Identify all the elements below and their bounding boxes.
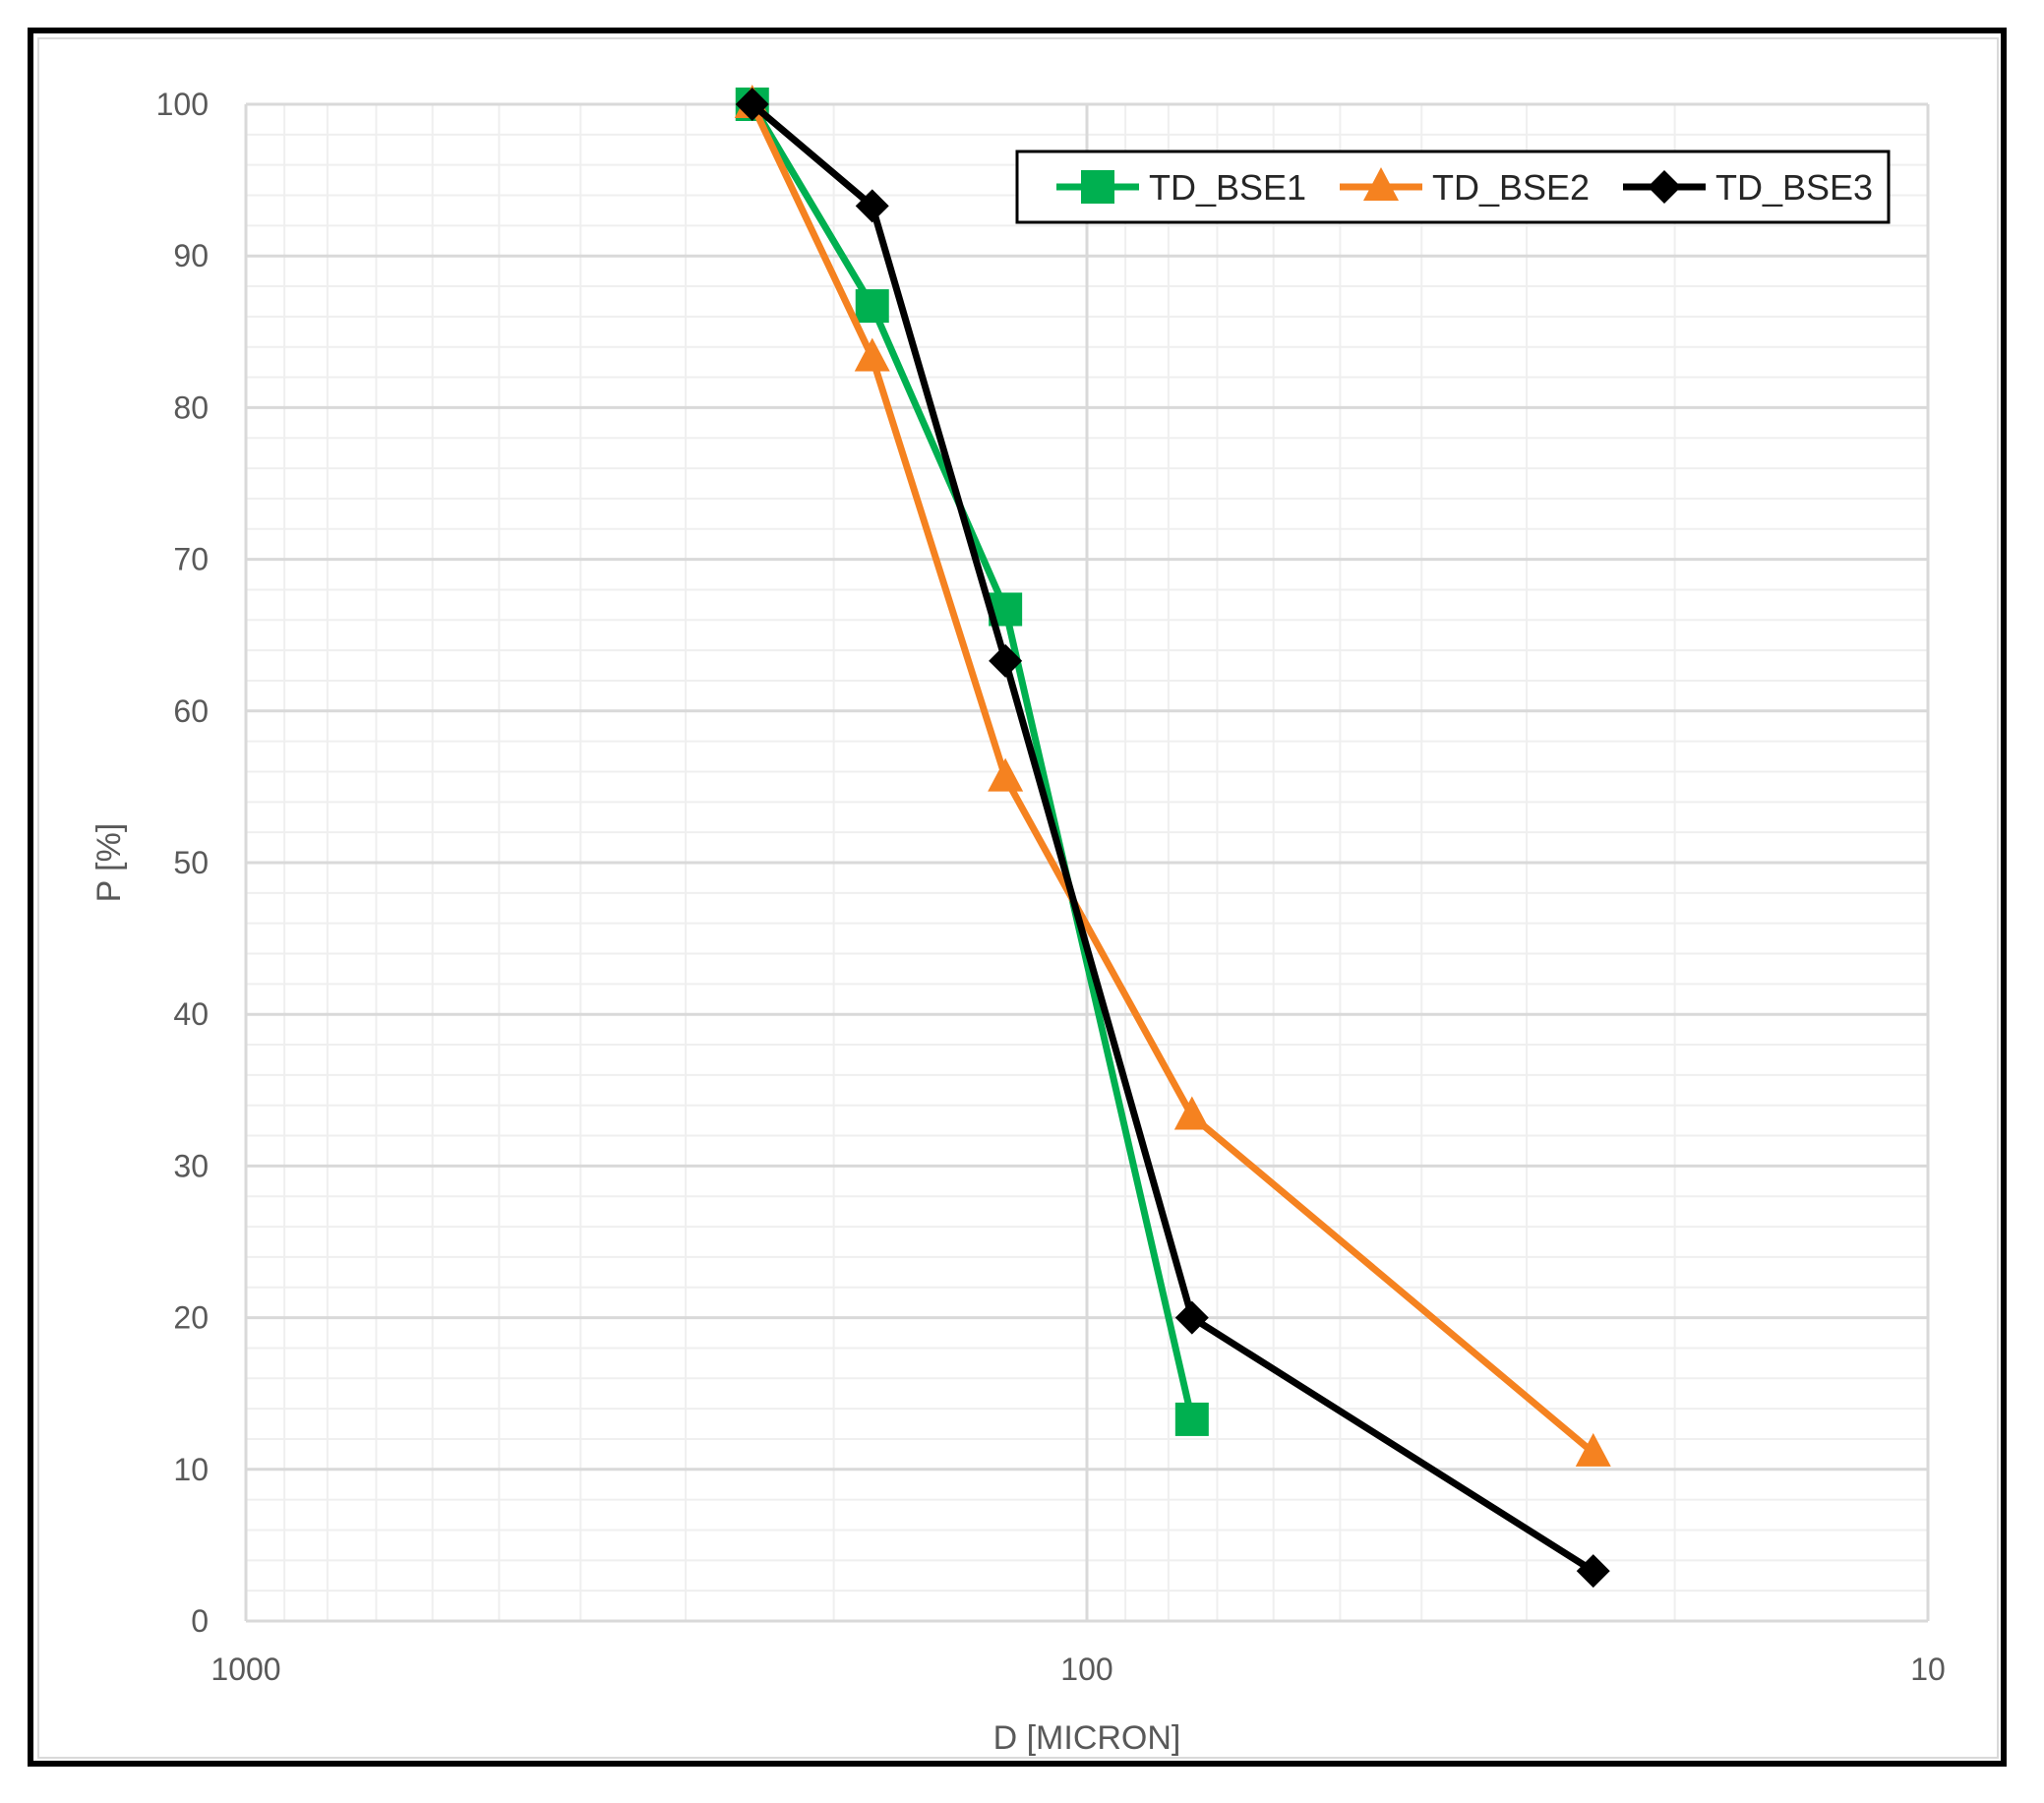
- y-tick-label: 40: [173, 996, 209, 1032]
- legend: TD_BSE1 TD_BSE2 TD_BSE3: [1015, 150, 1891, 224]
- legend-marker: [1648, 170, 1681, 204]
- y-tick-label: 30: [173, 1148, 209, 1183]
- data-point: [854, 337, 890, 372]
- chart-area-border: [37, 37, 1999, 1759]
- data-point: [1174, 1402, 1209, 1436]
- data-point: [735, 88, 769, 121]
- legend-marker: [1081, 170, 1114, 204]
- y-tick-label: 100: [156, 87, 209, 122]
- data-point: [1576, 1554, 1610, 1589]
- y-tick-label: 10: [173, 1452, 209, 1487]
- data-point: [988, 757, 1024, 792]
- legend-label: TD_BSE1: [1149, 167, 1306, 208]
- data-series: [734, 85, 1611, 1589]
- data-point: [1575, 1432, 1611, 1467]
- x-axis-title: D [MICRON]: [993, 1719, 1181, 1757]
- data-point: [855, 289, 889, 324]
- data-point: [855, 189, 889, 223]
- legend-label: TD_BSE2: [1432, 167, 1590, 208]
- y-axis-tick-labels: 0 10 20 30 40 50 60 70 80 90 100: [156, 87, 209, 1639]
- series-td-bse3: [735, 88, 1610, 1589]
- y-tick-label: 0: [191, 1603, 209, 1639]
- legend-label: TD_BSE3: [1715, 167, 1873, 208]
- x-axis-tick-labels: 1000 100 10: [210, 1652, 1945, 1687]
- y-tick-label: 50: [173, 845, 209, 880]
- data-point: [1173, 1096, 1210, 1130]
- y-axis-title: P [%]: [90, 823, 128, 903]
- legend-entry: TD_BSE3: [1623, 167, 1873, 208]
- y-tick-label: 20: [173, 1300, 209, 1336]
- legend-entry: TD_BSE1: [1056, 167, 1306, 208]
- major-gridlines: [244, 102, 1930, 1623]
- y-tick-label: 60: [173, 693, 209, 729]
- series-td-bse1: [735, 88, 1209, 1436]
- data-point: [989, 643, 1023, 678]
- x-tick-label: 100: [1060, 1652, 1112, 1687]
- data-point: [1174, 1300, 1209, 1335]
- x-tick-label: 1000: [210, 1652, 280, 1687]
- x-tick-label: 10: [1910, 1652, 1946, 1687]
- y-tick-label: 90: [173, 238, 209, 273]
- legend-box: [1015, 150, 1891, 224]
- y-tick-label: 80: [173, 390, 209, 425]
- legend-entry: TD_BSE2: [1340, 167, 1590, 208]
- series-line: [749, 102, 1196, 1420]
- y-tick-label: 70: [173, 542, 209, 577]
- legend-marker: [1363, 167, 1399, 201]
